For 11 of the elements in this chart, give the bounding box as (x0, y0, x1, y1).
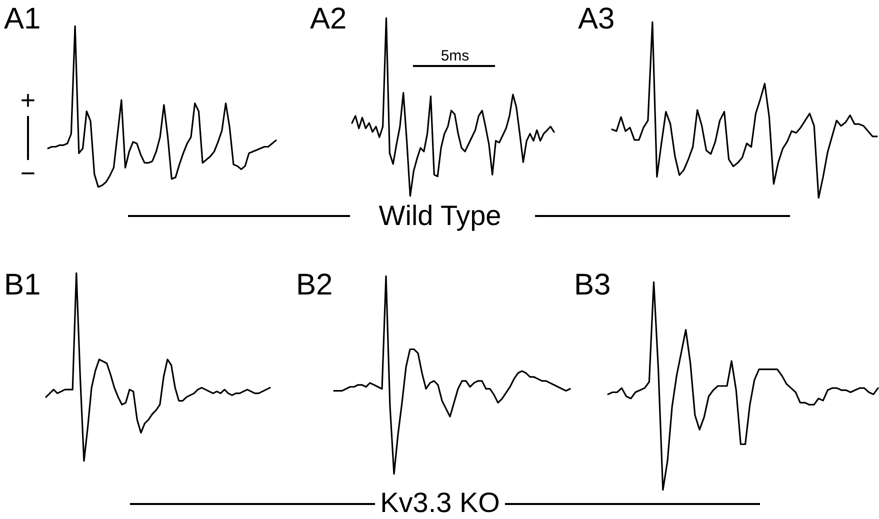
chart-title: A3 (578, 2, 615, 36)
text: + (20, 85, 36, 115)
text: − (20, 158, 36, 188)
chart-title: A2 (310, 2, 347, 36)
chart-title: B1 (4, 268, 41, 302)
chart-title: A1 (4, 2, 41, 36)
text: Wild Type (378, 200, 502, 231)
chart-title: B2 (296, 268, 333, 302)
chart-title: B3 (574, 268, 611, 302)
text: Kv3.3 KO (380, 487, 500, 518)
annotation: 5ms (440, 48, 470, 64)
